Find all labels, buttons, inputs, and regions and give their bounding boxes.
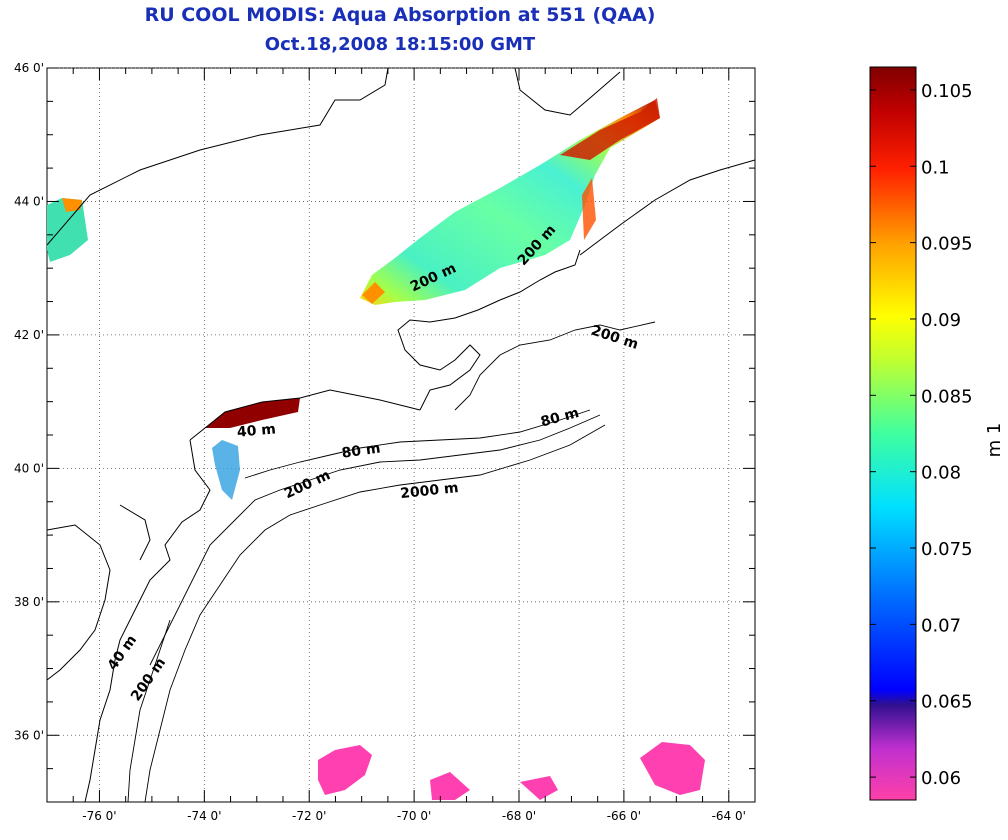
y-tick-label: 36 0' (14, 728, 44, 742)
low-absorption-patch-3 (430, 772, 470, 800)
colorbar-tick-label: 0.09 (921, 310, 961, 331)
colorbar-tick-label: 0.085 (921, 386, 973, 407)
map-content (47, 68, 755, 802)
absorption-patch-long-island (205, 398, 300, 428)
chart-title: RU COOL MODIS: Aqua Absorption at 551 (Q… (144, 4, 656, 26)
y-tick-label: 44 0' (14, 194, 44, 208)
low-absorption-patch-4 (520, 776, 558, 800)
colorbar-tick-label: 0.095 (921, 234, 973, 255)
colorbar-tick-label: 0.105 (921, 81, 973, 102)
colorbar-tick-label: 0.06 (921, 768, 961, 789)
x-tick-label: -64 0' (712, 809, 746, 823)
contour-label: 40 m (236, 421, 276, 440)
y-axis: 46 0' 44 0' 42 0' 40 0' 38 0' 36 0' (14, 61, 755, 803)
x-axis: -76 0' -74 0' -72 0' -70 0' -68 0' -66 0' -64 … (46, 68, 756, 823)
high-absorption-patch (560, 98, 660, 160)
coastline (47, 68, 755, 802)
x-tick-label: -66 0' (607, 809, 641, 823)
map-frame (46, 67, 756, 803)
bathymetry-contours (127, 321, 656, 802)
x-tick-label: -76 0' (82, 809, 116, 823)
y-tick-label: 40 0' (14, 461, 44, 475)
low-absorption-patch-1 (318, 745, 372, 795)
colorbar-tick-label: 0.075 (921, 539, 973, 560)
low-absorption-patch-2 (640, 742, 705, 795)
y-tick-label: 42 0' (14, 328, 44, 342)
colorbar-tick-label: 0.08 (921, 463, 961, 484)
coastal-patch (362, 282, 385, 304)
y-tick-label: 46 0' (14, 61, 44, 75)
colorbar (869, 66, 917, 801)
high-absorption-edge (582, 178, 596, 240)
colorbar-tick-label: 0.065 (921, 692, 973, 713)
absorption-patch-west-edge (62, 198, 82, 212)
x-tick-label: -70 0' (397, 809, 431, 823)
colorbar-tick-label: 0.1 (921, 157, 950, 178)
contour-label: 80 m (341, 440, 382, 461)
chart-subtitle: Oct.18,2008 18:15:00 GMT (264, 34, 536, 55)
contour-label: 2000 m (400, 480, 460, 502)
colorbar-ticks: 0.105 0.1 0.095 0.09 0.085 0.08 0.075 0.07 0.065… (870, 81, 973, 789)
x-tick-label: -72 0' (292, 809, 326, 823)
x-tick-label: -68 0' (502, 809, 536, 823)
colorbar-unit-label: m 1 (984, 423, 1005, 458)
y-tick-label: 38 0' (14, 595, 44, 609)
absorption-patch-new-jersey (212, 440, 240, 500)
absorption-patch-west (47, 198, 88, 262)
x-tick-label: -74 0' (187, 809, 221, 823)
colorbar-tick-label: 0.07 (921, 615, 961, 636)
